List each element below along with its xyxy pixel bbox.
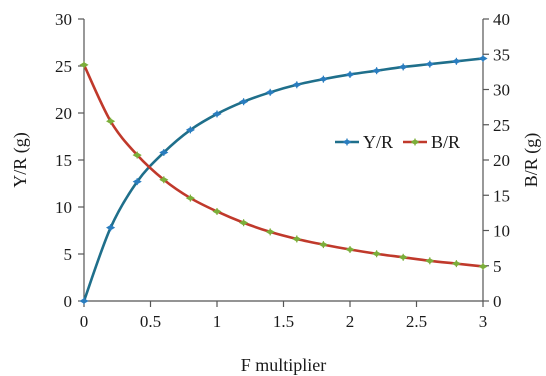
y-left-tick-label: 5 [64,245,73,264]
data-point-y-r [451,57,461,65]
data-point-b-r [292,235,302,243]
legend-marker-y-r [342,138,352,146]
x-tick-label: 1 [213,312,222,331]
y-left-axis-title: Y/R (g) [10,132,31,188]
data-point-b-r [185,194,195,202]
series-y-r [79,54,488,305]
data-point-y-r [292,81,302,89]
y-right-tick-label: 15 [493,186,510,205]
data-point-b-r [106,117,116,125]
data-point-b-r [372,250,382,258]
x-tick-label: 3 [479,312,488,331]
data-point-b-r [345,246,355,254]
x-tick-label: 0.5 [140,312,161,331]
data-point-y-r [132,178,142,186]
data-point-b-r [425,257,435,265]
y-left-tick-label: 20 [55,104,72,123]
legend-item-b-r: B/R [403,132,460,152]
x-axis-title: F multiplier [241,355,327,375]
series-layer [79,54,488,305]
data-point-y-r [345,70,355,78]
data-point-b-r [265,228,275,236]
data-point-b-r [79,61,89,69]
x-tick-label: 2.5 [406,312,427,331]
data-point-y-r [212,110,222,118]
data-point-b-r [478,262,488,270]
y-right-tick-label: 35 [493,45,510,64]
data-point-y-r [372,67,382,75]
y-right-tick-label: 40 [493,10,510,29]
data-point-y-r [106,224,116,232]
data-point-y-r [478,54,488,62]
data-point-b-r [318,241,328,249]
data-point-b-r [239,219,249,227]
data-point-b-r [398,253,408,261]
data-point-y-r [239,98,249,106]
y-right-axis-title: B/R (g) [521,133,542,188]
data-point-b-r [132,151,142,159]
legend-item-y-r: Y/R [335,132,393,152]
x-tick-label: 0 [80,312,89,331]
legend-marker-b-r [410,138,420,146]
data-point-y-r [425,60,435,68]
y-left-tick-label: 10 [55,198,72,217]
y-right-tick-label: 30 [493,81,510,100]
data-point-b-r [159,176,169,184]
legend-label-y-r: Y/R [363,132,393,152]
series-b-r [79,61,488,270]
data-point-y-r [398,63,408,71]
data-point-y-r [79,297,89,305]
data-point-b-r [212,207,222,215]
y-right-tick-label: 5 [493,257,502,276]
data-point-y-r [265,88,275,96]
y-left-tick-label: 15 [55,151,72,170]
y-right-tick-label: 25 [493,116,510,135]
y-right-tick-label: 10 [493,222,510,241]
data-point-y-r [318,75,328,83]
y-right-tick-label: 0 [493,292,502,311]
legend-label-b-r: B/R [431,132,460,152]
data-point-y-r [159,148,169,156]
x-tick-label: 2 [346,312,355,331]
series-line-b-r [82,63,485,268]
y-left-tick-label: 25 [55,57,72,76]
y-right-tick-label: 20 [493,151,510,170]
y-left-tick-label: 0 [64,292,73,311]
y-left-tick-label: 30 [55,10,72,29]
x-tick-label: 1.5 [273,312,294,331]
data-point-y-r [185,126,195,134]
legend: Y/R B/R [335,132,460,152]
data-point-b-r [451,260,461,268]
series-line-y-r [82,57,485,303]
axes: 0 0.5 1 1.5 2 2.5 3051015202530051015202530354… [10,10,542,375]
